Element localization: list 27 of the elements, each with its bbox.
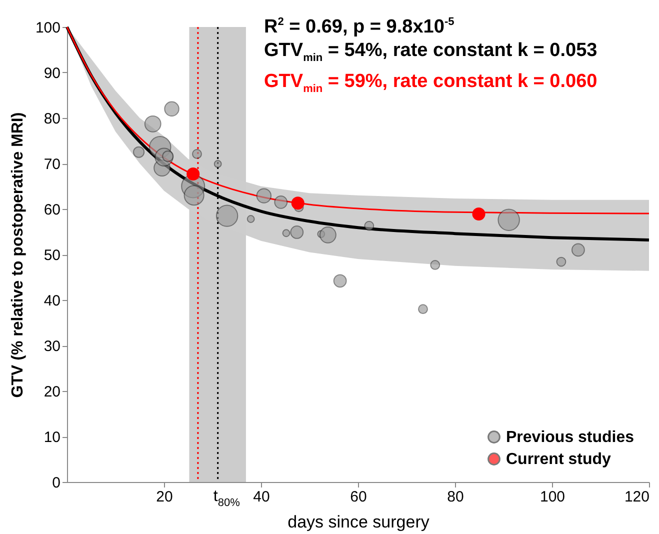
x-tick-label: 100 <box>540 488 566 506</box>
y-tick-label: 0 <box>52 474 60 492</box>
annotation: GTV$_{min}$ = 59%, rate constant k = 0.060 <box>264 70 598 97</box>
annotation: R$^{2}$ = 0.69, p = 9.8x10$^{-5}$ <box>264 15 456 40</box>
y-tick-label: 90 <box>44 65 60 82</box>
y-tick-label: 10 <box>44 429 60 446</box>
annotation: GTV$_{min}$ = 54%, rate constant k = 0.053 <box>264 39 598 66</box>
y-tick-label: 20 <box>44 384 60 400</box>
y-tick-label: 30 <box>44 338 60 355</box>
point <box>186 167 200 180</box>
point <box>472 208 486 221</box>
y-axis-title: GTV (% relative to postoperative MRI) <box>9 112 26 398</box>
point <box>291 196 304 210</box>
x-tick-label: 20 <box>156 488 173 506</box>
x-tick-label: 40 <box>253 488 270 506</box>
y-tick-label: 40 <box>44 292 60 310</box>
y-tick-label: 60 <box>44 202 60 218</box>
legend-label: Current study <box>506 451 611 468</box>
x-tick-label: 60 <box>350 488 367 506</box>
y-tick-label: 80 <box>44 110 60 128</box>
x-tick-label: 120 <box>624 488 650 506</box>
y-tick-label: 50 <box>44 247 60 264</box>
x-tick-label: 80 <box>447 488 464 506</box>
y-tick-label: 70 <box>44 156 60 173</box>
x-axis-title: days since surgery <box>288 512 430 532</box>
y-tick-label: 100 <box>35 20 60 36</box>
legend-label: Previous studies <box>506 429 634 446</box>
